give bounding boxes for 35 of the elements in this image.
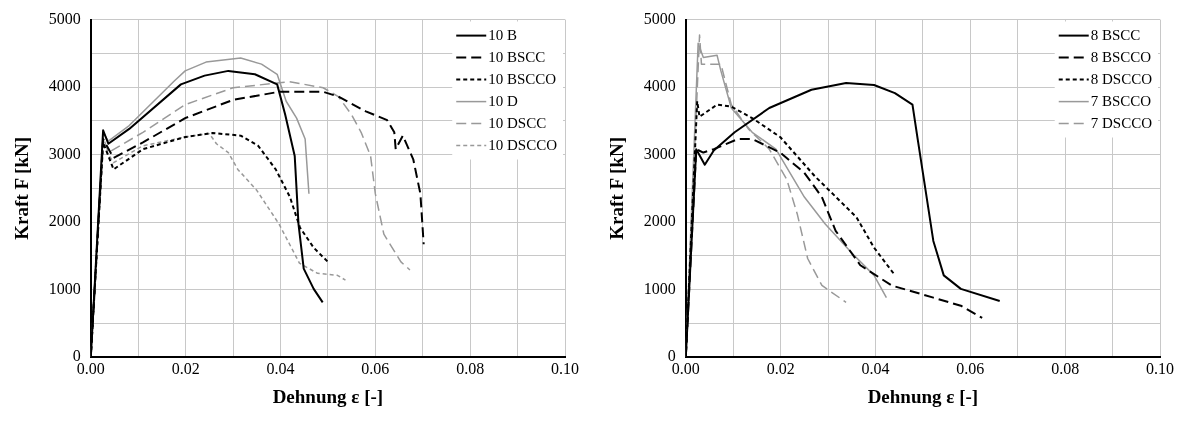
y-tick-label: 1000 [48,279,81,297]
x-axis-title: Dehnung ε [-] [272,385,384,407]
legend-label: 10 BSCCO [488,70,557,87]
x-axis-title: Dehnung ε [-] [867,385,979,407]
legend-label: 10 B [488,26,517,43]
x-tick-label: 0.08 [1051,359,1080,377]
x-tick-label: 0.10 [1146,359,1174,377]
legend-label: 8 DSCCO [1090,70,1153,87]
x-tick-label: 0.06 [361,359,390,377]
x-tick-label: 0.04 [861,359,890,377]
legend-label: 10 BSCC [488,48,546,65]
y-tick-label: 1000 [643,279,676,297]
x-tick-label: 0.06 [956,359,985,377]
legend-label: 10 DSCCO [488,136,558,153]
legend-label: 8 BSCCO [1090,48,1152,65]
y-tick-label: 5000 [643,9,676,27]
legend-label: 7 BSCCO [1090,92,1152,109]
legend-label: 10 DSCC [488,114,547,131]
x-tick-label: 0.02 [171,359,200,377]
x-tick-label: 0.02 [766,359,795,377]
legend-label: 10 D [488,92,518,109]
y-tick-label: 4000 [48,77,81,95]
y-tick-label: 3000 [48,144,81,162]
y-tick-label: 5000 [48,9,81,27]
y-tick-label: 2000 [48,212,81,230]
x-tick-label: 0.04 [266,359,295,377]
y-tick-label: 2000 [643,212,676,230]
y-tick-label: 4000 [643,77,676,95]
legend-label: 7 DSCCO [1090,114,1153,131]
legend-label: 8 BSCC [1090,26,1141,43]
x-tick-label: 0.10 [551,359,579,377]
y-axis-title: Kraft F [kN] [606,136,628,240]
x-tick-label: 0.08 [456,359,485,377]
y-axis-title: Kraft F [kN] [11,136,33,240]
y-tick-label: 3000 [643,144,676,162]
